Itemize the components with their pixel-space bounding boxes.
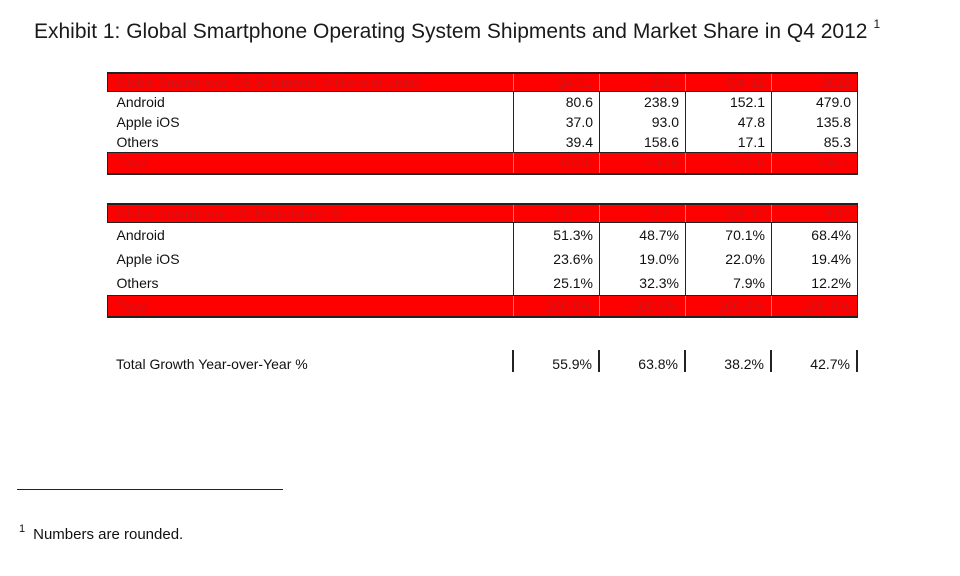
- growth-row: Total Growth Year-over-Year % 55.9% 63.8…: [107, 348, 858, 374]
- table-row: Apple iOS 23.6% 19.0% 22.0% 19.4%: [107, 247, 858, 271]
- data-cell: 51.3%: [513, 222, 600, 247]
- data-cell: 23.6%: [513, 247, 600, 271]
- table-row: Android 80.6 238.9 152.1 479.0: [107, 91, 858, 112]
- table-row: Android 51.3% 48.7% 70.1% 68.4%: [107, 222, 858, 247]
- growth-value: 42.7%: [810, 356, 850, 372]
- data-cell: 7.9%: [685, 271, 772, 296]
- data-cell: 22.0%: [685, 247, 772, 271]
- column-header: 2012: [771, 203, 858, 223]
- data-cell: 135.8: [771, 112, 858, 132]
- data-cell: 12.2%: [771, 271, 858, 296]
- footnote-mark: 1: [19, 523, 26, 535]
- marketshare-table: Global Smartphone OS Marketshare % Q4 '11…: [107, 203, 858, 318]
- data-cell: 158.6: [599, 132, 686, 153]
- data-cell: 37.0: [513, 112, 600, 132]
- table-header-label: Global Smartphone OS Marketshare %: [107, 203, 514, 223]
- title-footnote-mark: 1: [873, 17, 881, 31]
- total-cell: 490.5: [599, 152, 686, 175]
- total-row: Total 157.0 490.5 217.0 700.1: [107, 152, 858, 175]
- shipments-table: Global Smartphone OS Shipments (Millions…: [107, 72, 858, 175]
- total-cell: 157.0: [513, 152, 600, 175]
- data-cell: 39.4: [513, 132, 600, 153]
- exhibit-title: Exhibit 1: Global Smartphone Operating S…: [34, 17, 881, 44]
- table-row: Others 25.1% 32.3% 7.9% 12.2%: [107, 271, 858, 296]
- column-header: 2011: [599, 72, 686, 92]
- data-cell: 48.7%: [599, 222, 686, 247]
- data-cell: 93.0: [599, 112, 686, 132]
- data-cell: 70.1%: [685, 222, 772, 247]
- table-row: Apple iOS 37.0 93.0 47.8 135.8: [107, 112, 858, 132]
- row-label: Apple iOS: [107, 112, 514, 132]
- total-cell: 100.0%: [599, 295, 686, 318]
- data-cell: 152.1: [685, 91, 772, 112]
- data-cell: 479.0: [771, 91, 858, 112]
- column-header: Q4 '11: [513, 72, 600, 92]
- growth-cell: 63.8%: [598, 350, 684, 372]
- data-cell: 19.4%: [771, 247, 858, 271]
- total-cell: 217.0: [685, 152, 772, 175]
- data-cell: 80.6: [513, 91, 600, 112]
- table-header-label: Global Smartphone OS Shipments (Millions…: [107, 72, 514, 92]
- data-cell: 47.8: [685, 112, 772, 132]
- data-cell: 25.1%: [513, 271, 600, 296]
- table-header-row: Global Smartphone OS Shipments (Millions…: [107, 72, 858, 92]
- total-cell: 100.0%: [513, 295, 600, 318]
- growth-end-rule: [856, 350, 858, 372]
- footnote-text: Numbers are rounded.: [33, 526, 184, 543]
- column-header: 2011: [599, 203, 686, 223]
- row-label: Apple iOS: [107, 247, 514, 271]
- data-cell: 238.9: [599, 91, 686, 112]
- growth-value: 38.2%: [724, 356, 764, 372]
- data-cell: 17.1: [685, 132, 772, 153]
- row-label: Android: [107, 222, 514, 247]
- row-label: Others: [107, 132, 514, 153]
- table-header-row: Global Smartphone OS Marketshare % Q4 '11…: [107, 203, 858, 223]
- growth-value: 55.9%: [552, 356, 592, 372]
- total-cell: 700.1: [771, 152, 858, 175]
- table-row: Others 39.4 158.6 17.1 85.3: [107, 132, 858, 153]
- growth-cell: 55.9%: [512, 350, 598, 372]
- growth-label: Total Growth Year-over-Year %: [116, 356, 308, 372]
- exhibit-title-text: Exhibit 1: Global Smartphone Operating S…: [34, 20, 868, 43]
- total-row: Total 100.0% 100.0% 100.0% 100.0%: [107, 295, 858, 318]
- column-header: Q4 '11: [513, 203, 600, 223]
- column-header: Q4 '12: [685, 203, 772, 223]
- column-header: 2012: [771, 72, 858, 92]
- data-cell: 85.3: [771, 132, 858, 153]
- total-label: Total: [107, 295, 514, 318]
- total-label: Total: [107, 152, 514, 175]
- column-header: Q4 '12: [685, 72, 772, 92]
- footnote: 1 Numbers are rounded.: [19, 523, 184, 543]
- growth-value: 63.8%: [638, 356, 678, 372]
- total-cell: 100.0%: [685, 295, 772, 318]
- row-label: Android: [107, 91, 514, 112]
- data-cell: 68.4%: [771, 222, 858, 247]
- data-cell: 32.3%: [599, 271, 686, 296]
- growth-cell: 42.7%: [770, 350, 856, 372]
- total-cell: 100.0%: [771, 295, 858, 318]
- growth-cell: 38.2%: [684, 350, 770, 372]
- row-label: Others: [107, 271, 514, 296]
- data-cell: 19.0%: [599, 247, 686, 271]
- footnote-divider: [17, 489, 283, 490]
